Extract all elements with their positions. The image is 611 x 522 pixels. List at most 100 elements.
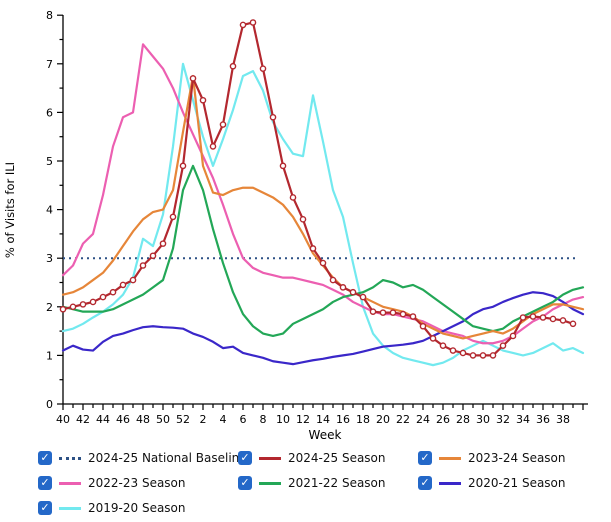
y-axis-title: % of Visits for ILI [3, 162, 17, 258]
data-point-marker [199, 96, 207, 104]
data-point-marker [109, 288, 117, 296]
svg-text:2: 2 [46, 301, 53, 314]
svg-text:34: 34 [516, 413, 530, 426]
svg-text:32: 32 [496, 413, 510, 426]
legend-item-2023-24-season: ✓ 2023-24 Season [418, 450, 566, 466]
axes [62, 15, 588, 405]
legend-checkbox-2022-23-season[interactable]: ✓ [38, 476, 52, 490]
svg-text:4: 4 [220, 413, 227, 426]
series-line-2020-21-season [61, 291, 585, 366]
svg-text:22: 22 [396, 413, 410, 426]
data-point-marker [459, 349, 467, 357]
legend-label-2023-24-season: 2023-24 Season [468, 451, 566, 465]
data-point-marker [99, 293, 107, 301]
data-point-marker [269, 113, 277, 121]
data-point-marker [289, 194, 297, 201]
series-line-2024-25-season [61, 21, 575, 357]
svg-text:6: 6 [240, 413, 247, 426]
series-2024-25-season [59, 19, 577, 359]
legend-swatch-2022-23-season [59, 481, 81, 485]
svg-text:8: 8 [46, 9, 53, 22]
svg-text:44: 44 [96, 413, 110, 426]
series-2023-24-season [61, 74, 585, 340]
svg-text:16: 16 [336, 413, 350, 426]
data-point-marker [499, 342, 507, 349]
data-point-marker [329, 276, 337, 284]
legend-swatch-2021-22-season [259, 481, 281, 485]
svg-text:18: 18 [356, 413, 370, 426]
data-point-marker [339, 284, 347, 291]
series-line-2019-20-season [61, 62, 585, 367]
data-point-marker [179, 162, 187, 170]
svg-text:48: 48 [136, 413, 150, 426]
svg-text:30: 30 [476, 413, 490, 426]
legend-item-2021-22-season: ✓ 2021-22 Season [238, 475, 418, 491]
data-point-marker [389, 309, 397, 316]
svg-text:46: 46 [116, 413, 130, 426]
legend-swatch-2019-20-season [59, 506, 81, 510]
data-point-marker [519, 314, 527, 321]
legend-checkbox-2020-21-season[interactable]: ✓ [418, 476, 432, 490]
svg-text:36: 36 [536, 413, 550, 426]
data-point-marker [479, 352, 487, 359]
data-point-marker [349, 288, 357, 296]
data-point-marker [409, 313, 417, 320]
data-point-marker [189, 75, 197, 82]
data-point-marker [79, 301, 87, 308]
data-point-marker [529, 313, 537, 320]
data-point-marker [439, 342, 447, 349]
svg-text:1: 1 [46, 349, 53, 362]
data-point-marker [559, 317, 567, 324]
svg-text:28: 28 [456, 413, 470, 426]
legend-checkbox-2024-25-season[interactable]: ✓ [238, 451, 252, 465]
data-point-marker [539, 314, 547, 321]
legend-label-2024-25-season: 2024-25 Season [288, 451, 386, 465]
svg-text:8: 8 [260, 413, 267, 426]
svg-text:10: 10 [276, 413, 290, 426]
series-2020-21-season [61, 291, 585, 366]
data-point-marker [229, 62, 237, 70]
data-point-marker [169, 213, 177, 221]
data-point-marker [309, 245, 317, 252]
svg-text:38: 38 [556, 413, 570, 426]
data-point-marker [219, 121, 227, 128]
svg-text:42: 42 [76, 413, 90, 426]
data-point-marker [159, 240, 167, 247]
legend-swatch-2024-25-national-baseline [59, 456, 81, 460]
data-point-marker [399, 310, 407, 318]
data-point-marker [419, 322, 427, 330]
legend-item-2024-25-season: ✓ 2024-25 Season [238, 450, 418, 466]
data-point-marker [569, 320, 577, 328]
legend-checkbox-2024-25-national-baseline[interactable]: ✓ [38, 451, 52, 465]
data-point-marker [239, 21, 247, 29]
data-point-marker [299, 216, 307, 223]
series-2022-23-season [61, 43, 585, 345]
legend-checkbox-2021-22-season[interactable]: ✓ [238, 476, 252, 490]
series-line-2023-24-season [61, 74, 585, 340]
legend-swatch-2020-21-season [439, 481, 461, 485]
x-axis-ticks: 40 42 44 46 48 50 52 2 4 6 8 10 12 14 16 18 20 22 24 26 28 30… [56, 404, 584, 426]
x-axis-title: Week [309, 428, 342, 442]
svg-text:7: 7 [46, 58, 53, 71]
legend-item-2019-20-season: ✓ 2019-20 Season [38, 500, 238, 516]
svg-text:24: 24 [416, 413, 430, 426]
data-point-marker [249, 19, 257, 26]
data-point-marker [59, 305, 67, 313]
y-axis-ticks: 0 1 2 3 4 5 6 7 8 [46, 9, 63, 411]
data-point-marker [449, 347, 457, 354]
data-point-marker [259, 65, 267, 72]
data-point-marker [139, 262, 147, 269]
svg-text:2: 2 [200, 413, 207, 426]
legend-checkbox-2019-20-season[interactable]: ✓ [38, 501, 52, 515]
svg-text:50: 50 [156, 413, 170, 426]
series-2021-22-season [61, 164, 585, 338]
legend-checkbox-2023-24-season[interactable]: ✓ [418, 451, 432, 465]
legend-item-2020-21-season: ✓ 2020-21 Season [418, 475, 566, 491]
legend-label-2020-21-season: 2020-21 Season [468, 476, 566, 490]
data-point-marker [489, 352, 497, 359]
data-point-marker [279, 162, 287, 170]
svg-text:26: 26 [436, 413, 450, 426]
data-point-marker [429, 335, 437, 342]
legend-label-2022-23-season: 2022-23 Season [88, 476, 186, 490]
